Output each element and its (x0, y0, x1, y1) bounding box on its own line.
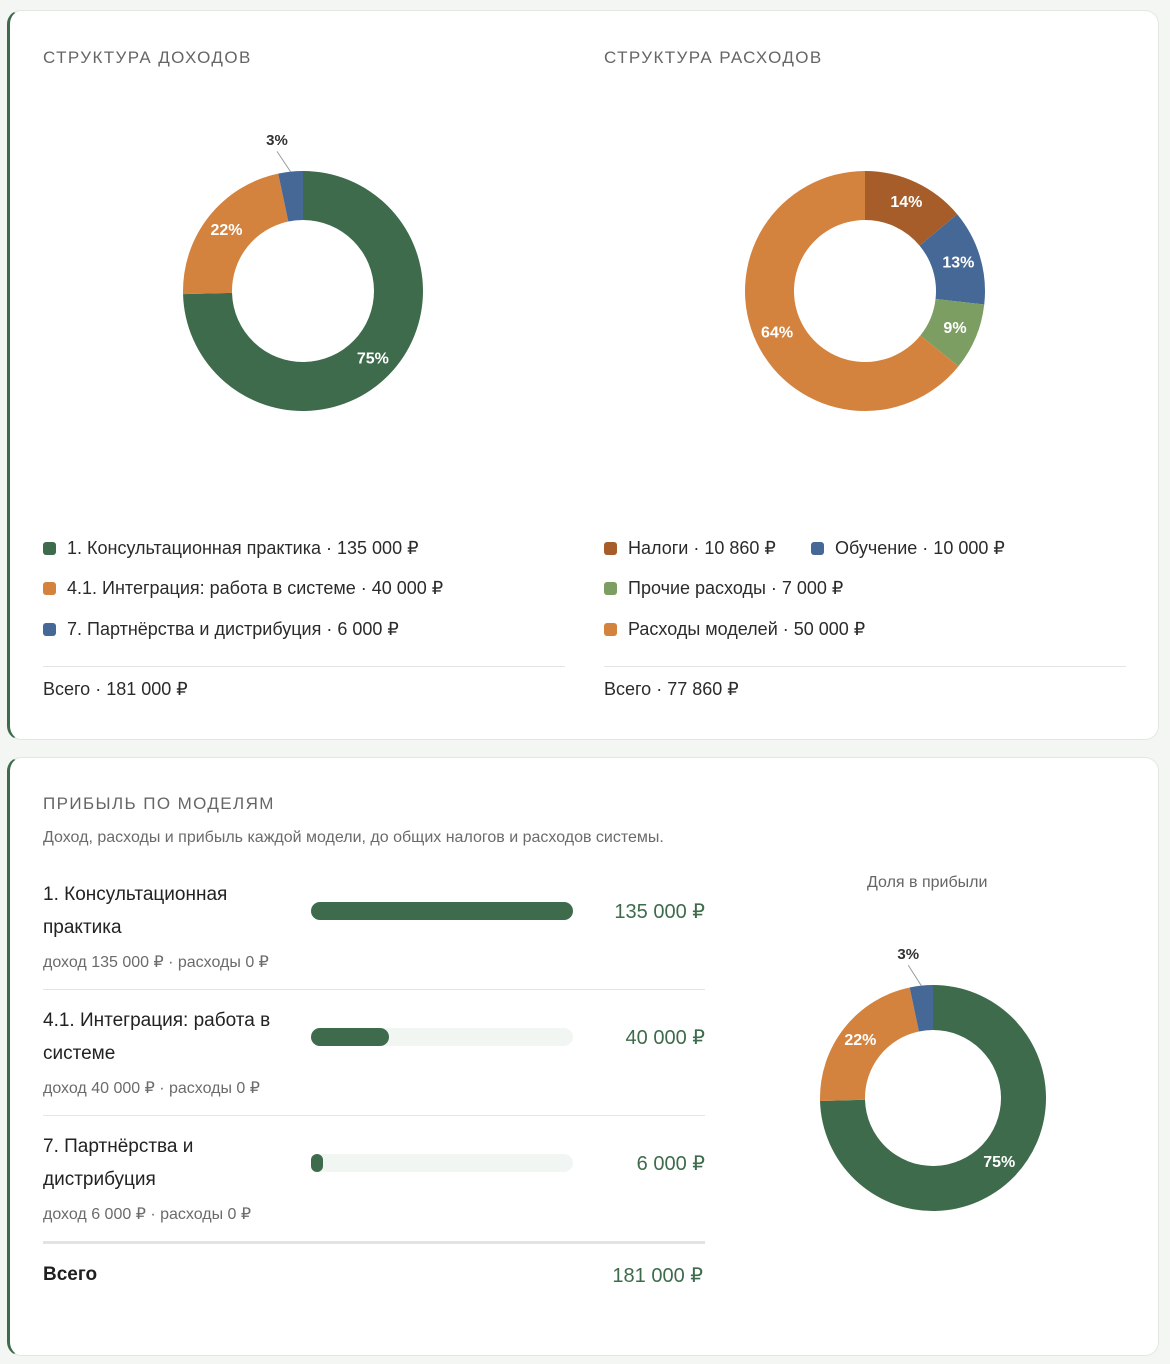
model-profit-value: 40 000 ₽ (625, 1027, 705, 1049)
donut-slice (909, 985, 933, 1032)
expenses-divider (604, 666, 1126, 667)
donut-slice (919, 214, 985, 305)
expenses-legend-item: Налоги · 10 860 ₽ (604, 538, 776, 559)
expenses-legend-item: Прочие расходы · 7 000 ₽ (604, 578, 843, 599)
profit-bar (311, 902, 573, 920)
model-name: 1. Консультационная практика (43, 884, 228, 938)
expenses-title: СТРУКТУРА РАСХОДОВ (604, 48, 823, 67)
donut-slice (745, 171, 959, 411)
income-legend-item: 7. Партнёрства и дистрибуция · 6 000 ₽ (43, 619, 399, 640)
expenses-total: Всего · 77 860 ₽ (604, 679, 739, 699)
model-row: 1. Консультационная практика доход 135 0… (43, 878, 705, 988)
slice-label: 3% (897, 946, 919, 963)
slice-label: 14% (890, 194, 922, 211)
legend-label: 7. Партнёрства и дистрибуция · 6 000 ₽ (67, 619, 399, 639)
profit-subtitle: Доход, расходы и прибыль каждой модели, … (43, 829, 664, 846)
donut-slice (183, 171, 423, 411)
legend-label: Расходы моделей · 50 000 ₽ (628, 619, 866, 639)
donut-slice (278, 171, 303, 222)
label-leader-line (907, 965, 922, 986)
legend-swatch (604, 582, 617, 595)
legend-swatch (604, 623, 617, 636)
income-total: Всего · 181 000 ₽ (43, 679, 188, 699)
row-divider (43, 989, 705, 990)
profit-share-donut-chart: 75% 22% 3% (820, 946, 1046, 1211)
label-leader-line (276, 151, 291, 172)
model-name: 7. Партнёрства и дистрибуция (43, 1136, 194, 1190)
income-legend-item: 4.1. Интеграция: работа в системе · 40 0… (43, 578, 443, 599)
structure-card: СТРУКТУРА ДОХОДОВ СТРУКТУРА РАСХОДОВ 75%… (7, 10, 1159, 740)
total-divider (43, 1241, 705, 1244)
legend-label: 1. Консультационная практика · 135 000 ₽ (67, 538, 419, 558)
model-subtext: доход 135 000 ₽ · расходы 0 ₽ (43, 954, 269, 971)
income-donut-chart: 75% 22% 3% (183, 132, 423, 411)
profit-bar-track (311, 1028, 573, 1046)
legend-label: 4.1. Интеграция: работа в системе · 40 0… (67, 578, 444, 598)
slice-label: 75% (983, 1154, 1015, 1171)
profit-bar-track (311, 1154, 573, 1172)
slice-label: 22% (844, 1032, 876, 1049)
profit-bar-track (311, 902, 573, 920)
legend-swatch (43, 623, 56, 636)
donut-slice (820, 985, 1046, 1211)
legend-swatch (43, 582, 56, 595)
expenses-legend-item: Расходы моделей · 50 000 ₽ (604, 619, 865, 640)
share-title: Доля в прибыли (867, 874, 988, 891)
donut-slice (920, 298, 985, 367)
model-row: 7. Партнёрства и дистрибуция доход 6 000… (43, 1130, 705, 1240)
model-row: 4.1. Интеграция: работа в системе доход … (43, 1004, 705, 1114)
slice-label: 9% (943, 320, 966, 337)
legend-swatch (604, 542, 617, 555)
model-profit-value: 6 000 ₽ (636, 1153, 705, 1175)
slice-label: 64% (761, 325, 793, 342)
model-profit-value: 135 000 ₽ (614, 901, 705, 923)
donut-slice (820, 987, 919, 1101)
row-divider (43, 1115, 705, 1116)
slice-label: 3% (266, 132, 288, 149)
legend-swatch (43, 542, 56, 555)
slice-label: 22% (210, 222, 242, 239)
legend-label: Обучение · 10 000 ₽ (835, 538, 1005, 558)
profit-total-value: 181 000 ₽ (612, 1265, 703, 1287)
model-subtext: доход 6 000 ₽ · расходы 0 ₽ (43, 1206, 252, 1223)
expenses-donut-chart: 14% 13% 9% 64% (745, 171, 985, 411)
income-legend-item: 1. Консультационная практика · 135 000 ₽ (43, 538, 419, 559)
income-title: СТРУКТУРА ДОХОДОВ (43, 48, 252, 67)
legend-label: Прочие расходы · 7 000 ₽ (628, 578, 844, 598)
profit-bar (311, 1154, 324, 1172)
profit-total-label: Всего (43, 1264, 98, 1285)
slice-label: 13% (942, 255, 974, 272)
profit-title: ПРИБЫЛЬ ПО МОДЕЛЯМ (43, 794, 275, 813)
expenses-legend-item: Обучение · 10 000 ₽ (811, 538, 1005, 559)
legend-label: Налоги · 10 860 ₽ (628, 538, 776, 558)
model-subtext: доход 40 000 ₽ · расходы 0 ₽ (43, 1080, 260, 1097)
slice-label: 75% (357, 351, 389, 368)
legend-swatch (811, 542, 824, 555)
profit-card: ПРИБЫЛЬ ПО МОДЕЛЯМ Доход, расходы и приб… (7, 757, 1159, 1356)
donut-slice (183, 173, 289, 295)
profit-bar (311, 1028, 389, 1046)
donut-slice (865, 171, 958, 246)
income-divider (43, 666, 565, 667)
model-name: 4.1. Интеграция: работа в системе (43, 1010, 271, 1064)
